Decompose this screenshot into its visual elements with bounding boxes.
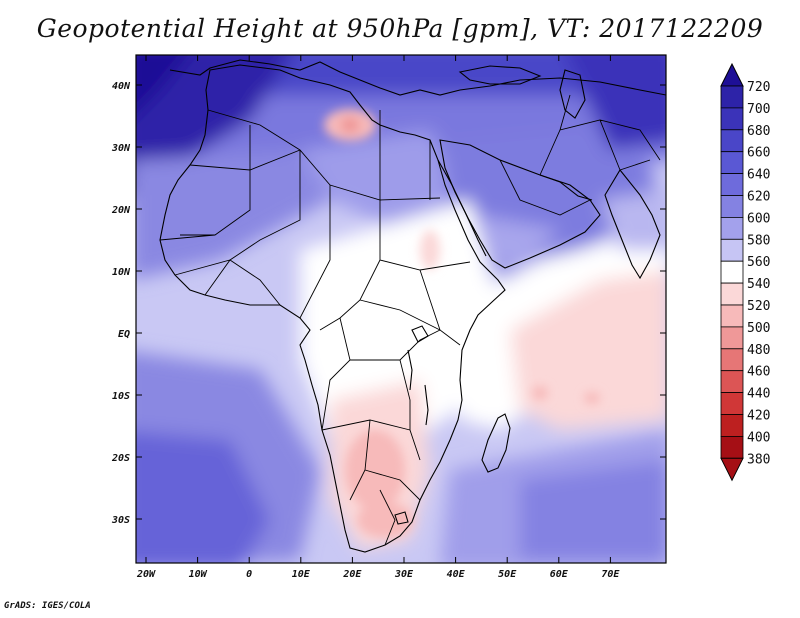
colorbar-label: 400 [747, 430, 770, 445]
colorbar-label: 720 [747, 80, 770, 95]
longitude-axis: 20W 10W 0 10E 20E 30E 40E 50E 60E 70E [136, 55, 620, 580]
colorbar-label: 500 [747, 321, 770, 336]
colorbar-segment [720, 107, 744, 131]
colorbar-segment [720, 392, 744, 415]
colorbar-segment [720, 238, 744, 262]
country-borders [159, 94, 661, 546]
colorbar-segment [720, 216, 744, 240]
lake-malawi [424, 384, 429, 426]
africa-coastline [159, 64, 506, 553]
colorbar-label: 600 [747, 211, 770, 226]
lake-tanganyika [407, 349, 413, 391]
colorbar-label: 460 [747, 365, 770, 380]
lon-tick-label: 20E [342, 569, 362, 580]
colorbar-segment [720, 414, 744, 437]
persian-gulf [539, 174, 593, 201]
india-coastline [604, 169, 661, 280]
lon-tick-label: 0 [246, 569, 252, 580]
colorbar-label: 480 [747, 343, 770, 358]
lat-tick-label: 30S [111, 515, 130, 526]
black-sea [458, 65, 542, 85]
colorbar-label: 440 [747, 387, 770, 402]
colorbar-bottom-arrow [720, 457, 744, 482]
colorbar-segment [720, 260, 744, 284]
lon-tick-label: 30E [394, 569, 414, 580]
colorbar-segment [720, 370, 744, 394]
colorbar-label: 660 [747, 146, 770, 161]
lon-tick-label: 10E [292, 569, 311, 580]
colorbar-label: 580 [747, 233, 770, 248]
colorbar: 720 700 680 660 640 620 600 580 560 540 520 500 480 4… [720, 62, 770, 482]
colorbar-label: 420 [747, 409, 770, 424]
colorbar-segment [720, 282, 744, 306]
map-title: Geopotential Height at 950hPa [gpm], VT:… [36, 14, 764, 43]
colorbar-segment [720, 304, 744, 328]
latitude-axis: 40N 30N 20N 10N EQ 10S 20S 30S [111, 81, 666, 526]
lat-tick-label: 30N [111, 143, 131, 154]
lat-tick-label: 20S [111, 453, 130, 464]
colorbar-segment [720, 151, 744, 174]
lake-victoria [411, 325, 429, 343]
colorbar-label: 640 [747, 168, 770, 183]
colorbar-top-arrow [720, 62, 744, 87]
lon-tick-label: 40E [447, 569, 466, 580]
colorbar-segment [720, 195, 744, 218]
colorbar-segment [720, 129, 744, 153]
colorbar-label: 380 [747, 452, 770, 467]
lon-tick-label: 20W [136, 569, 156, 580]
colorbar-segment [720, 326, 744, 350]
lat-tick-label: EQ [118, 329, 130, 340]
mediterranean-north-coast [169, 59, 666, 96]
colorbar-segment [720, 85, 744, 109]
lat-tick-label: 10S [112, 391, 130, 402]
colorbar-label: 620 [747, 190, 770, 205]
colorbar-segment [720, 173, 744, 196]
caspian-sea [559, 69, 586, 119]
plot-frame [135, 54, 667, 564]
lon-tick-label: 10W [189, 569, 208, 580]
credit-text: GrADS: IGES/COLA [4, 601, 91, 611]
lat-tick-label: 20N [111, 205, 131, 216]
colorbar-label: 540 [747, 277, 770, 292]
colorbar-label: 680 [747, 124, 770, 139]
colorbar-label: 560 [747, 255, 770, 270]
colorbar-segment [720, 348, 744, 372]
colorbar-label: 520 [747, 299, 770, 314]
lon-tick-label: 50E [498, 569, 517, 580]
coastlines-and-borders [159, 59, 666, 553]
colorbar-label: 700 [747, 102, 770, 117]
madagascar-coastline [481, 413, 511, 473]
red-sea [437, 159, 487, 257]
lat-tick-label: 10N [112, 267, 131, 278]
lat-tick-label: 40N [112, 81, 131, 92]
height-field-shading [136, 55, 666, 563]
lon-tick-label: 60E [550, 569, 569, 580]
lake-in-south [394, 511, 409, 525]
lon-tick-label: 70E [601, 569, 620, 580]
colorbar-segment [720, 435, 744, 459]
